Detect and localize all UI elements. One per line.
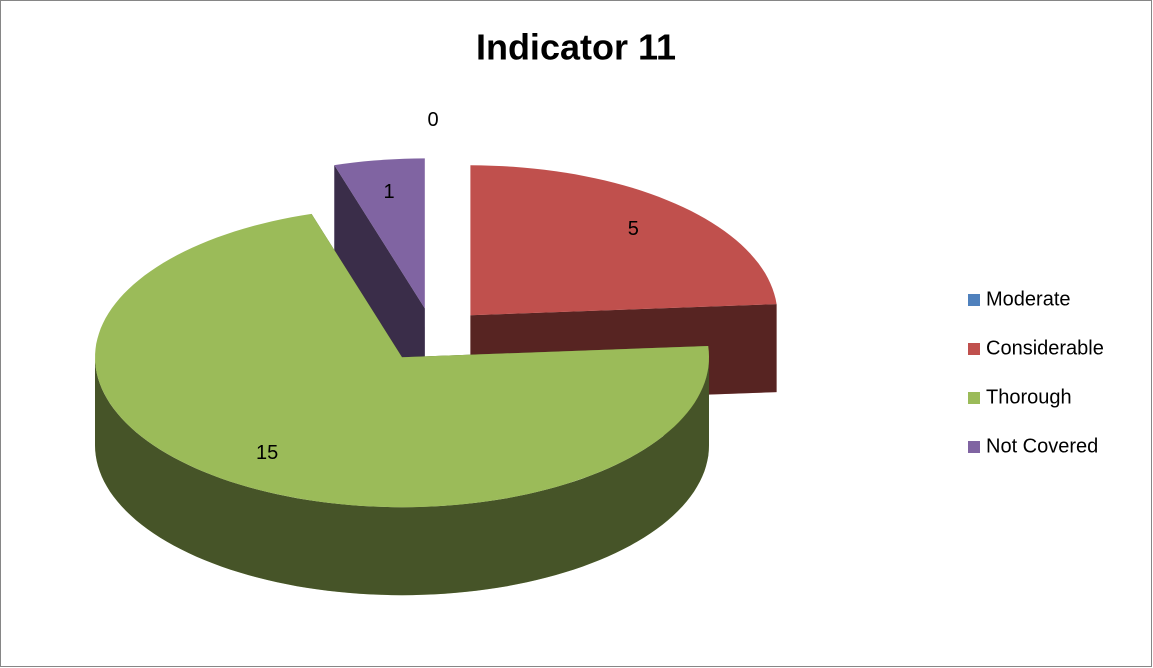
legend-label: Moderate bbox=[986, 288, 1071, 310]
data-label: 5 bbox=[628, 218, 639, 240]
data-label: 0 bbox=[427, 109, 438, 131]
data-label: 1 bbox=[384, 181, 395, 203]
legend-swatch bbox=[968, 441, 980, 453]
slice-side-shade bbox=[95, 357, 709, 596]
slice-top bbox=[334, 158, 425, 309]
slice bbox=[334, 158, 425, 397]
slice-side-shade bbox=[334, 165, 425, 397]
data-label: 15 bbox=[256, 442, 278, 464]
legend-label: Considerable bbox=[986, 337, 1104, 359]
slice-top bbox=[470, 165, 777, 316]
slice bbox=[95, 213, 710, 596]
legend-swatch bbox=[968, 343, 980, 355]
slice-top bbox=[95, 213, 710, 508]
legend-swatch bbox=[968, 392, 980, 404]
legend-label: Not Covered bbox=[986, 435, 1098, 457]
legend-label: Thorough bbox=[986, 386, 1072, 408]
legend-swatch bbox=[968, 294, 980, 306]
chart-title: Indicator 11 bbox=[476, 27, 676, 68]
